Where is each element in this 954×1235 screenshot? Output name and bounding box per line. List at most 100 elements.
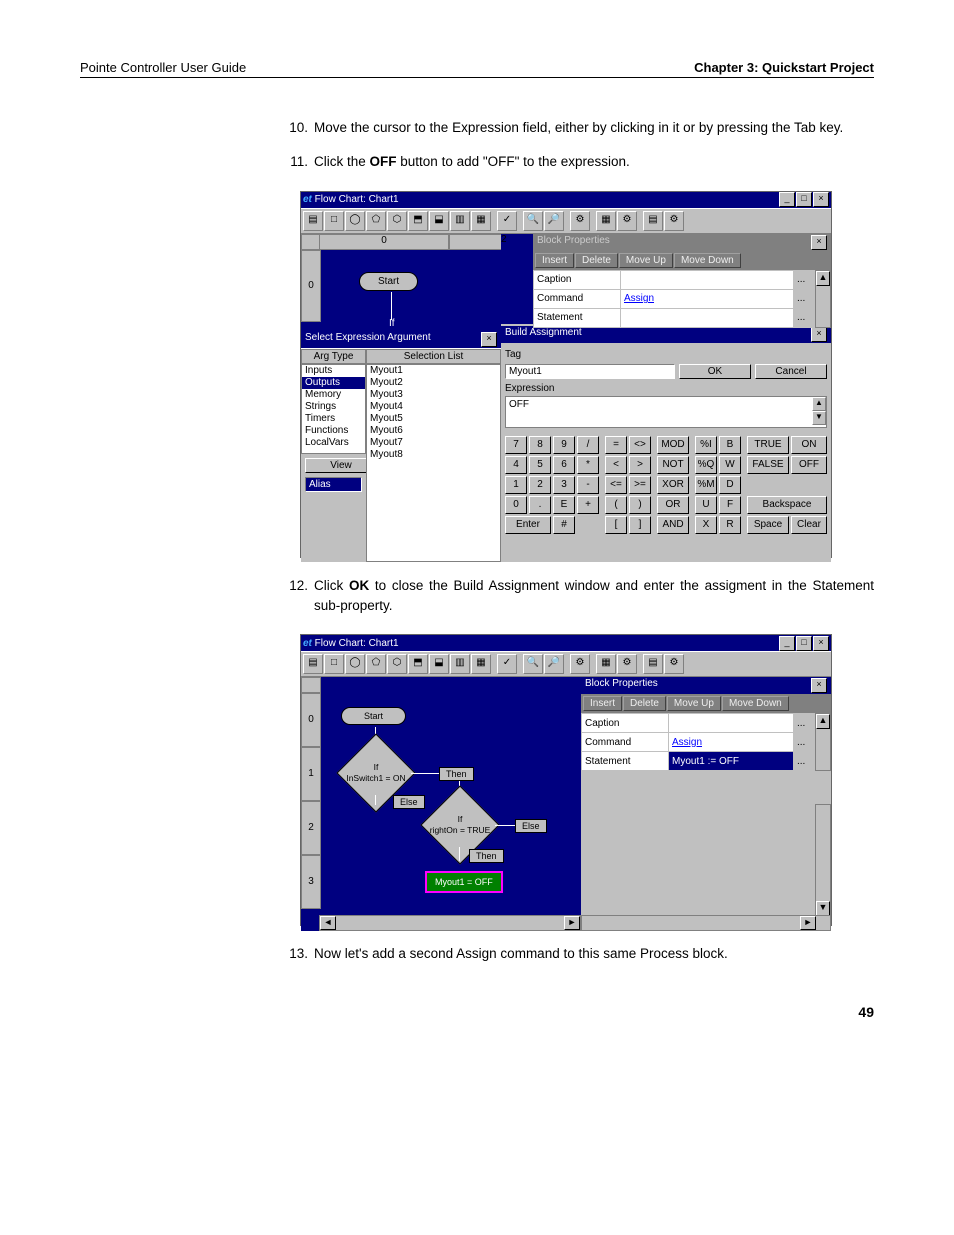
close-button[interactable]: × (813, 192, 829, 207)
keypad-button[interactable]: * (577, 456, 599, 474)
scroll-right[interactable]: ► (564, 916, 580, 930)
scroll-left[interactable]: ◄ (320, 916, 336, 930)
keypad-button[interactable]: %Q (695, 456, 717, 474)
keypad-button[interactable]: <= (605, 476, 627, 494)
toolbar-button[interactable]: ⬡ (387, 654, 407, 674)
keypad-button[interactable]: 9 (553, 436, 575, 454)
bprop-value[interactable]: Assign (669, 733, 794, 752)
keypad-button[interactable]: ON (791, 436, 827, 454)
keypad-button[interactable]: D (719, 476, 741, 494)
keypad-button[interactable]: %M (695, 476, 717, 494)
argtype-item[interactable]: Timers (302, 413, 365, 425)
toolbar-button[interactable]: ▤ (643, 211, 663, 231)
cancel-button[interactable]: Cancel (755, 364, 827, 379)
keypad-button[interactable]: OR (657, 496, 689, 514)
keypad-button[interactable]: 2 (529, 476, 551, 494)
ellipsis-button[interactable]: ... (794, 308, 815, 327)
toolbar-button[interactable]: ✓ (497, 654, 517, 674)
keypad-button[interactable]: ] (629, 516, 651, 534)
keypad-button[interactable]: >= (629, 476, 651, 494)
keypad-button[interactable]: > (629, 456, 651, 474)
argtype-item[interactable]: Strings (302, 401, 365, 413)
keypad-button[interactable]: NOT (657, 456, 689, 474)
keypad-button[interactable]: ) (629, 496, 651, 514)
toolbar-button[interactable]: 🔍 (523, 211, 543, 231)
toolbar-button[interactable]: ✓ (497, 211, 517, 231)
keypad-button[interactable]: 4 (505, 456, 527, 474)
argtype-item[interactable]: Outputs (302, 377, 365, 389)
keypad-button[interactable]: = (605, 436, 627, 454)
toolbar-button[interactable]: ⚙ (617, 654, 637, 674)
keypad-button[interactable]: Clear (791, 516, 827, 534)
backspace-button[interactable]: Backspace (747, 496, 827, 514)
keypad-button[interactable]: 8 (529, 436, 551, 454)
start-node[interactable]: Start (359, 272, 418, 291)
keypad-button[interactable]: MOD (657, 436, 689, 454)
keypad-button[interactable]: U (695, 496, 717, 514)
keypad-button[interactable]: . (529, 496, 551, 514)
keypad-button[interactable]: TRUE (747, 436, 789, 454)
sellist-item[interactable]: Myout5 (367, 413, 500, 425)
keypad-button[interactable]: - (577, 476, 599, 494)
argtype-item[interactable]: Functions (302, 425, 365, 437)
toolbar-button[interactable]: ⚙ (664, 654, 684, 674)
keypad-button[interactable]: R (719, 516, 741, 534)
bprop-button[interactable]: Insert (535, 253, 574, 268)
keypad-button[interactable]: W (719, 456, 741, 474)
sellist-item[interactable]: Myout2 (367, 377, 500, 389)
decision-node[interactable]: IfInSwitch1 = ON (341, 753, 411, 793)
keypad-button[interactable]: OFF (791, 456, 827, 474)
toolbar-button[interactable]: ▤ (303, 654, 323, 674)
toolbar-button[interactable]: ▤ (643, 654, 663, 674)
close-button[interactable]: × (813, 636, 829, 651)
keypad-button[interactable]: B (719, 436, 741, 454)
bprop-button[interactable]: Move Up (619, 253, 673, 268)
toolbar-button[interactable]: ▦ (596, 654, 616, 674)
scroll-up[interactable]: ▲ (816, 271, 830, 286)
bprop-value[interactable]: Myout1 := OFF (669, 752, 794, 771)
sellist-item[interactable]: Myout7 (367, 437, 500, 449)
argtype-item[interactable]: Memory (302, 389, 365, 401)
keypad-button[interactable]: F (719, 496, 741, 514)
bprop-button[interactable]: Delete (575, 253, 618, 268)
keypad-button[interactable]: FALSE (747, 456, 789, 474)
keypad-button[interactable]: <> (629, 436, 651, 454)
toolbar-button[interactable]: ◯ (345, 211, 365, 231)
toolbar-button[interactable]: ⬠ (366, 211, 386, 231)
ellipsis-button[interactable]: ... (794, 733, 815, 752)
expression-field[interactable]: OFF ▲ ▼ (505, 396, 827, 428)
keypad-button[interactable]: 1 (505, 476, 527, 494)
toolbar-button[interactable]: ⬓ (429, 654, 449, 674)
toolbar-button[interactable]: □ (324, 654, 344, 674)
keypad-button[interactable]: Enter (505, 516, 551, 534)
maximize-button[interactable]: □ (796, 636, 812, 651)
minimize-button[interactable]: _ (779, 192, 795, 207)
maximize-button[interactable]: □ (796, 192, 812, 207)
spin-up[interactable]: ▲ (812, 397, 826, 411)
toolbar-button[interactable]: ⬒ (408, 211, 428, 231)
ellipsis-button[interactable]: ... (794, 270, 815, 289)
ellipsis-button[interactable]: ... (794, 752, 815, 771)
tag-field[interactable]: Myout1 (505, 364, 675, 379)
close-icon[interactable]: × (811, 678, 827, 693)
sellist-item[interactable]: Myout1 (367, 365, 500, 377)
toolbar-button[interactable]: ⚙ (570, 211, 590, 231)
keypad-button[interactable]: X (695, 516, 717, 534)
toolbar-button[interactable]: ⚙ (617, 211, 637, 231)
bprop-button[interactable]: Move Up (667, 696, 721, 711)
keypad-button[interactable]: # (553, 516, 575, 534)
toolbar-button[interactable]: ⬡ (387, 211, 407, 231)
keypad-button[interactable]: 3 (553, 476, 575, 494)
keypad-button[interactable]: 6 (553, 456, 575, 474)
bprop-value[interactable] (621, 308, 794, 327)
toolbar-button[interactable]: ▦ (471, 211, 491, 231)
scroll-up[interactable]: ▲ (816, 714, 830, 729)
close-icon[interactable]: × (481, 332, 497, 347)
start-node[interactable]: Start (341, 707, 406, 725)
scroll-down[interactable]: ▼ (816, 901, 830, 916)
bprop-button[interactable]: Move Down (674, 253, 741, 268)
ellipsis-button[interactable]: ... (794, 714, 815, 733)
minimize-button[interactable]: _ (779, 636, 795, 651)
toolbar-button[interactable]: 🔍 (523, 654, 543, 674)
bprop-value[interactable]: Assign (621, 289, 794, 308)
